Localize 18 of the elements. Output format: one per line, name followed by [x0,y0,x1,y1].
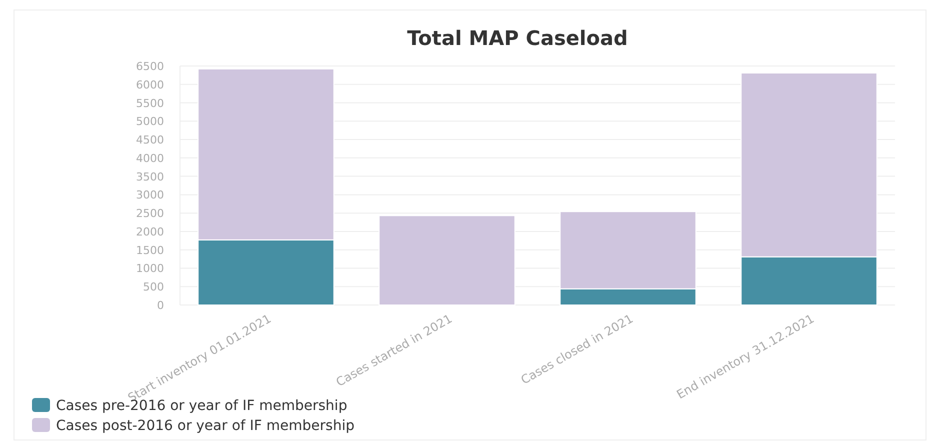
legend-label: Cases pre-2016 or year of IF membership [56,398,348,414]
legend-label: Cases post-2016 or year of IF membership [56,418,355,434]
y-tick-label: 2000 [136,225,164,238]
y-tick-label: 0 [157,299,164,312]
y-tick-label: 1500 [136,244,164,257]
y-tick-label: 3000 [136,188,164,202]
y-tick-label: 1000 [136,262,164,276]
chart-title: Total MAP Caseload [407,26,628,50]
y-tick-label: 4000 [136,152,164,165]
y-tick-label: 2500 [136,207,164,220]
y-tick-label: 6500 [136,60,164,73]
y-tick-label: 5000 [136,115,164,128]
y-tick-label: 5500 [136,96,164,110]
y-tick-label: 3500 [136,170,164,184]
y-tick-label: 500 [143,280,164,294]
bar [378,215,516,306]
y-tick-label: 6000 [136,78,164,92]
y-tick-label: 4500 [136,134,164,147]
